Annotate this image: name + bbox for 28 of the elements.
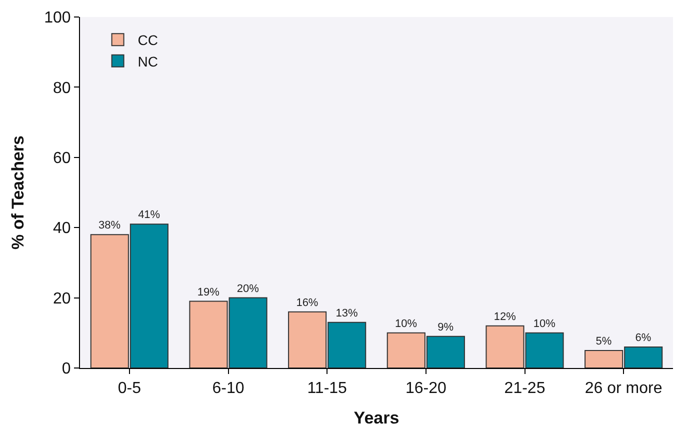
y-tick-label: 80	[53, 80, 71, 97]
x-axis-title: Years	[354, 408, 400, 428]
data-label: 19%	[197, 286, 220, 298]
y-axis-title: % of Teachers	[8, 135, 28, 250]
legend-label: CC	[138, 32, 158, 48]
y-tick-label: 60	[53, 150, 71, 167]
data-label: 20%	[236, 282, 260, 295]
y-tick-label: 40	[53, 220, 71, 238]
data-label: 5%	[596, 335, 612, 348]
data-label: 38%	[98, 220, 121, 232]
data-label: 10%	[533, 318, 556, 330]
x-tick-label: 6-10	[212, 380, 244, 398]
y-tick-label: 0	[62, 360, 71, 378]
x-tick-label: 11-15	[307, 380, 348, 398]
data-label: 10%	[395, 318, 418, 330]
data-label: 6%	[635, 332, 652, 344]
legend-label: NC	[138, 53, 158, 70]
data-label: 9%	[438, 321, 454, 334]
data-label: 13%	[336, 307, 358, 320]
x-tick-label: 16-20	[405, 380, 446, 398]
x-tick-label: 0-5	[118, 380, 142, 398]
x-tick-label: 26 or more	[584, 380, 662, 398]
data-label: 16%	[296, 296, 318, 309]
x-tick-label: 21-25	[504, 380, 546, 398]
data-label: 12%	[494, 310, 516, 323]
data-label: 41%	[138, 209, 160, 222]
y-tick-label: 100	[44, 10, 71, 27]
y-tick-label: 20	[53, 290, 71, 308]
